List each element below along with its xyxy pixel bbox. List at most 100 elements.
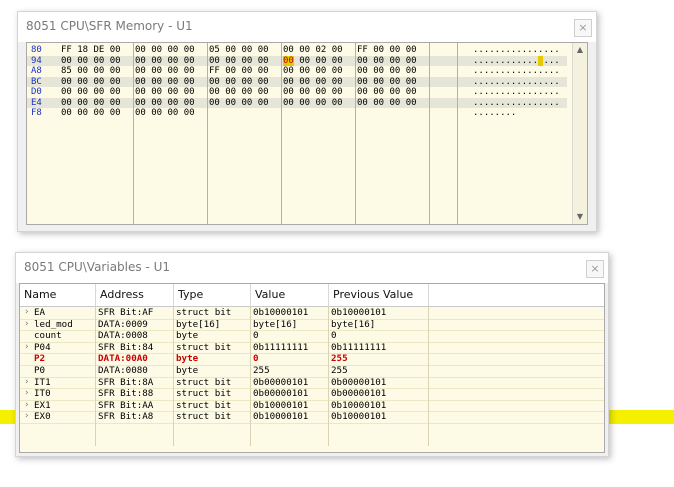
memory-ascii-row[interactable]: ................ [473, 76, 560, 87]
column-grid-line [173, 306, 174, 446]
table-row[interactable]: › EX1 SFR Bit:AA struct bit 0b10000101 0b1000… [20, 400, 604, 413]
memory-byte-group[interactable]: 00 00 00 00 [283, 87, 343, 97]
memory-address: BC [31, 76, 42, 87]
memory-byte[interactable]: 00 [283, 55, 294, 66]
memory-ascii-row[interactable]: ............ ... [473, 55, 560, 66]
memory-byte-group[interactable]: 00 00 00 00 [357, 87, 417, 97]
table-row[interactable]: P2 DATA:00A0 byte 0 255 [20, 353, 604, 366]
variables-window: 8051 CPU\Variables - U1 × Name Address T… [15, 252, 609, 457]
column-header-name[interactable]: Name [24, 288, 57, 301]
memory-byte-group[interactable]: 00 00 00 00 [61, 97, 121, 108]
vertical-scrollbar[interactable]: ▲ ▼ [572, 43, 587, 224]
memory-byte-group[interactable]: 00 00 00 00 [209, 76, 269, 87]
variables-table[interactable]: Name Address Type Value Previous Value ›… [19, 283, 605, 453]
memory-byte[interactable]: 00 [315, 55, 327, 66]
cell-value[interactable]: 255 [253, 365, 270, 376]
column-header-previous-value[interactable]: Previous Value [333, 288, 414, 301]
cell-value[interactable]: 0b10000101 [253, 307, 309, 318]
table-row[interactable]: › P04 SFR Bit:84 struct bit 0b11111111 0b1111… [20, 342, 604, 355]
memory-address: 80 [31, 45, 42, 55]
cell-value[interactable]: 0b10000101 [253, 399, 309, 411]
table-row[interactable]: › IT1 SFR Bit:8A struct bit 0b00000101 0b0000… [20, 377, 604, 390]
cell-value[interactable]: 0 [253, 353, 259, 365]
memory-byte-group[interactable]: 00 00 00 00 [209, 55, 269, 66]
expand-chevron-icon[interactable]: › [24, 307, 30, 317]
memory-byte-group[interactable]: 00 00 00 00 [357, 97, 417, 108]
cell-prev: 0b10000101 [331, 411, 387, 423]
memory-byte-group[interactable]: 00 00 00 00 [357, 66, 417, 76]
memory-byte-group[interactable]: 00 00 00 00 [135, 55, 195, 66]
cell-value[interactable]: 0 [253, 330, 259, 342]
expand-chevron-icon[interactable]: › [24, 399, 30, 410]
expand-chevron-icon[interactable]: › [24, 341, 30, 352]
memory-row-shade [27, 97, 567, 108]
column-grid-line [95, 306, 96, 446]
column-divider[interactable] [328, 284, 329, 306]
memory-byte-group[interactable]: FF 18 DE 00 [61, 45, 121, 55]
memory-byte-group[interactable]: 85 00 00 00 [61, 66, 121, 76]
memory-byte-group[interactable]: 00 00 00 00 [357, 76, 417, 87]
memory-byte[interactable]: 00 [299, 55, 311, 66]
memory-byte-group[interactable]: 00 00 00 00 [61, 76, 121, 87]
column-header-type[interactable]: Type [178, 288, 204, 301]
memory-byte-group[interactable]: 00 00 00 00 [135, 45, 195, 55]
table-row[interactable]: › EX0 SFR Bit:A8 struct bit 0b10000101 0b1000… [20, 411, 604, 424]
cell-address: SFR Bit:84 [98, 341, 154, 353]
table-row[interactable]: › EA SFR Bit:AF struct bit 0b10000101 0b10000… [20, 307, 604, 320]
memory-byte-group[interactable]: 00 00 00 00 [61, 108, 121, 118]
column-divider[interactable] [250, 284, 251, 306]
memory-byte-group[interactable]: 00 00 00 00 [135, 87, 195, 97]
memory-byte[interactable]: 00 [331, 55, 343, 66]
memory-byte-group[interactable]: 00 00 02 00 [283, 45, 343, 55]
close-icon[interactable]: × [574, 19, 592, 37]
memory-byte-group[interactable]: 00 00 00 00 [135, 66, 195, 76]
cell-value[interactable]: 0b00000101 [253, 388, 309, 400]
memory-byte-group[interactable]: 00 00 00 00 [283, 97, 343, 108]
memory-byte-group[interactable]: 00 00 00 00 [209, 87, 269, 97]
memory-byte-group[interactable]: 00 00 00 00 [283, 76, 343, 87]
table-row[interactable]: › IT0 SFR Bit:88 struct bit 0b00000101 0b0000… [20, 388, 604, 401]
memory-ascii-row[interactable]: ................ [473, 97, 560, 108]
scroll-up-icon[interactable]: ▲ [576, 45, 584, 54]
memory-byte-group[interactable]: 00 00 00 00 [135, 97, 195, 108]
column-divider[interactable] [173, 284, 174, 306]
table-row[interactable]: P0 DATA:0080 byte 255 255 [20, 365, 604, 378]
memory-byte-group[interactable]: FF 00 00 00 [209, 66, 269, 76]
memory-byte-group[interactable]: FF 00 00 00 [357, 45, 417, 55]
expand-chevron-icon[interactable]: › [24, 318, 30, 329]
memory-ascii-row[interactable]: ................ [473, 45, 560, 55]
expand-chevron-icon[interactable]: › [24, 411, 30, 422]
memory-address: F8 [31, 108, 42, 118]
expand-chevron-icon[interactable]: › [24, 376, 30, 387]
memory-byte-group[interactable]: 05 00 00 00 [209, 45, 269, 55]
memory-address: D0 [31, 87, 42, 97]
column-header-value[interactable]: Value [255, 288, 286, 301]
memory-ascii-row[interactable]: ........ [473, 108, 517, 118]
memory-ascii-row[interactable]: ................ [473, 87, 560, 97]
expand-chevron-icon[interactable]: › [24, 388, 30, 399]
column-divider[interactable] [428, 284, 429, 306]
memory-byte-group[interactable]: 00 00 00 00 [135, 76, 195, 87]
memory-byte-group[interactable]: 00 00 00 00 [357, 55, 417, 66]
cell-value[interactable]: 0b10000101 [253, 411, 309, 423]
scroll-down-icon[interactable]: ▼ [576, 212, 584, 221]
cell-value[interactable]: byte[16] [253, 318, 298, 330]
memory-byte-group[interactable]: 00 00 00 00 [135, 108, 195, 118]
cell-value[interactable]: 0b11111111 [253, 341, 309, 353]
sfr-memory-titlebar[interactable]: 8051 CPU\SFR Memory - U1 × [18, 12, 596, 42]
column-header-address[interactable]: Address [100, 288, 144, 301]
column-divider[interactable] [95, 284, 96, 306]
memory-byte-group[interactable]: 00 00 00 00 [209, 97, 269, 108]
cell-value[interactable]: 0b00000101 [253, 376, 309, 388]
memory-byte-group[interactable]: 00 00 00 00 [283, 66, 343, 76]
memory-byte-group[interactable]: 00 00 00 00 [61, 55, 121, 66]
memory-byte-group[interactable]: 00 00 00 00 [283, 55, 343, 67]
close-icon[interactable]: × [586, 260, 604, 278]
variables-titlebar[interactable]: 8051 CPU\Variables - U1 × [16, 253, 608, 283]
memory-byte-group[interactable]: 00 00 00 00 [61, 87, 121, 97]
memory-ascii-area[interactable]: ............................ ...........… [473, 45, 560, 119]
table-row[interactable]: count DATA:0008 byte 0 0 [20, 330, 604, 343]
memory-ascii-row[interactable]: ................ [473, 66, 560, 76]
table-row[interactable]: › led_mod DATA:0009 byte[16] byte[16] byte[16… [20, 319, 604, 332]
memory-dump-panel[interactable]: 80 94 A8 BC D0 E4 F8 FF 18 DE 00 00 00 00 00 05 … [26, 42, 588, 225]
